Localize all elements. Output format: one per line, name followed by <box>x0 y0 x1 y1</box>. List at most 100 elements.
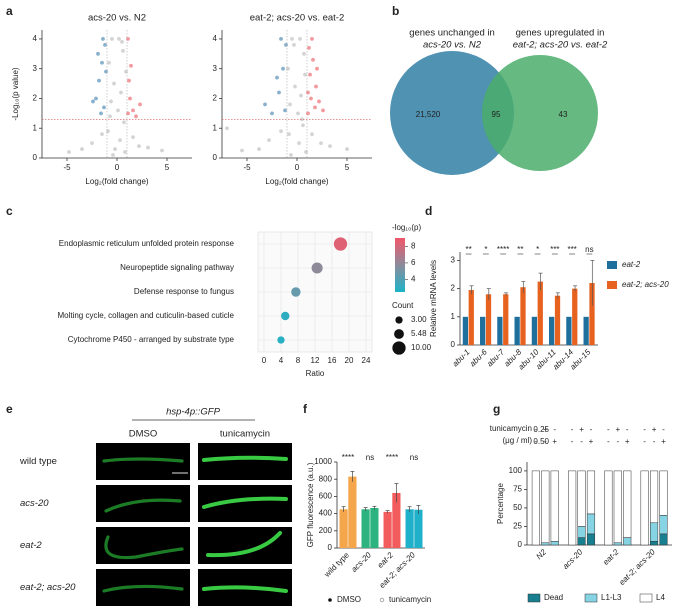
significance-label: *** <box>550 245 559 254</box>
condition-sign: + <box>589 437 594 446</box>
condition-sign: + <box>543 425 548 434</box>
bar <box>485 294 492 345</box>
point <box>275 75 279 80</box>
point <box>138 102 142 107</box>
bar-segment <box>568 470 577 546</box>
bar <box>572 288 578 345</box>
x-tick-label: acs-20 <box>350 550 374 574</box>
bar-segment <box>623 470 632 538</box>
x-axis-label: Ratio <box>306 369 325 378</box>
y-tick-label: 4 <box>213 34 218 43</box>
point <box>127 78 131 83</box>
point <box>298 37 302 41</box>
point <box>286 66 290 71</box>
size-key <box>392 341 406 355</box>
significance-label: **** <box>497 245 509 254</box>
x-tick-label: -5 <box>243 163 251 172</box>
point <box>281 66 285 71</box>
bubble <box>333 237 348 251</box>
point <box>293 84 297 89</box>
x-tick-label: 0 <box>115 163 120 172</box>
y-tick-label: 1000 <box>314 457 332 466</box>
legend-label: L4 <box>656 593 665 602</box>
point <box>100 60 104 65</box>
point <box>279 37 283 41</box>
bar <box>589 283 595 345</box>
y-tick-label: 25 <box>513 522 522 531</box>
micrograph <box>96 527 190 564</box>
significance-label: ns <box>585 245 593 254</box>
significance-label: * <box>484 245 487 254</box>
panel-label: a <box>6 4 13 18</box>
y-tick-label: 0 <box>33 153 38 162</box>
venn-caption: acs-20 vs. N2 <box>423 40 482 51</box>
point <box>126 37 130 41</box>
venn-value: 21,520 <box>416 110 441 119</box>
bubble <box>281 311 290 321</box>
y-axis-label: GFP fluorescence (a.u.) <box>306 462 315 547</box>
worm <box>104 498 182 513</box>
point <box>100 132 104 137</box>
bar <box>462 316 469 345</box>
condition-sign: - <box>544 437 547 446</box>
y-tick-label: 3 <box>213 64 218 73</box>
panel-label: e <box>6 402 13 416</box>
point <box>102 105 106 110</box>
size-key-label: 10.00 <box>411 343 432 352</box>
bar-segment <box>577 470 586 527</box>
condition-sign: - <box>535 437 538 446</box>
bar <box>361 509 370 548</box>
y-axis-label: Percentage <box>496 482 505 523</box>
legend-marker <box>379 597 385 603</box>
bubble <box>277 336 285 344</box>
point <box>263 102 267 107</box>
y-tick-label: 75 <box>513 485 522 494</box>
point <box>299 93 303 98</box>
condition-sign: + <box>579 425 584 434</box>
bar-segment <box>550 470 559 542</box>
point <box>257 147 261 151</box>
micrograph <box>198 527 292 564</box>
x-tick-label: N2 <box>534 547 548 561</box>
bar <box>549 316 555 345</box>
bar-segment <box>577 537 586 546</box>
legend-marker <box>328 598 332 602</box>
bar <box>531 316 538 345</box>
worm <box>102 457 184 463</box>
x-tick-label: 4 <box>279 356 284 365</box>
point <box>118 138 122 143</box>
point <box>302 51 306 56</box>
bar-segment <box>586 470 596 515</box>
condition-sign: - <box>580 437 583 446</box>
condition-sign: - <box>626 425 629 434</box>
bar <box>414 509 423 548</box>
panel-label: b <box>392 4 399 18</box>
row-label: eat-2 <box>20 540 42 551</box>
x-tick-label: 20 <box>345 356 354 365</box>
condition-sign: + <box>661 437 666 446</box>
point <box>123 150 127 154</box>
bar-segment <box>650 522 659 542</box>
worm <box>102 584 184 593</box>
color-tick-label: 8 <box>411 241 416 250</box>
point <box>345 147 349 151</box>
x-tick-label: abu-7 <box>485 347 506 368</box>
condition-sign: - <box>607 425 610 434</box>
point <box>300 117 304 122</box>
size-key <box>395 316 403 324</box>
chart-title: eat-2; acs-20 vs. eat-2 <box>250 13 345 24</box>
venn-right <box>482 55 598 171</box>
point <box>296 111 300 116</box>
x-tick-label: abu-15 <box>568 347 592 371</box>
size-key-label: 5.48 <box>411 329 427 338</box>
y-tick-label: 2 <box>33 94 38 103</box>
panel-label: d <box>425 204 432 218</box>
chart-title: acs-20 vs. N2 <box>88 13 146 24</box>
bar <box>383 511 392 548</box>
bar <box>566 316 572 345</box>
point <box>113 147 117 151</box>
y-axis-label: Relative mRNA levels <box>429 260 438 337</box>
point <box>97 78 101 83</box>
